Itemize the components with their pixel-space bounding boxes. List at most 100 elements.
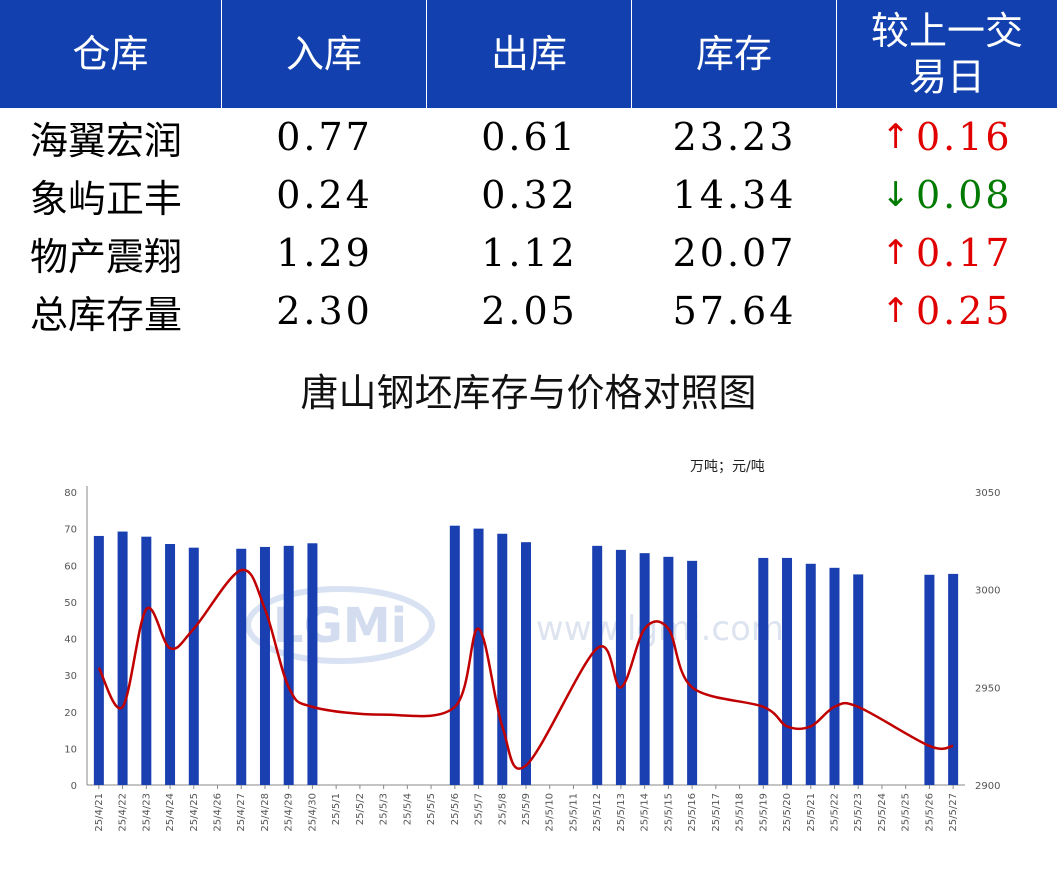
bar [829,567,840,785]
bar [924,574,935,785]
x-tick-label: 25/5/25 [901,793,912,832]
bar [805,563,816,785]
x-tick-label: 25/5/16 [687,793,698,832]
x-tick-label: 25/5/17 [711,793,722,832]
y-right-tick-label: 2900 [975,781,1000,792]
x-tick-label: 25/5/24 [877,793,888,832]
watermark-logo-text: LGMi [273,598,407,654]
change-cell: ↓ 0.08 [837,173,1057,217]
bar [449,525,460,785]
outbound-value: 2.05 [481,289,578,333]
x-tick-label: 25/4/27 [236,793,247,832]
outbound-value: 1.12 [481,231,578,275]
bar [165,544,176,785]
table-header: 仓库 入库 出库 库存 较上一交易日 [0,0,1057,108]
x-tick-label: 25/5/5 [426,793,437,825]
x-tick-label: 25/5/2 [355,793,366,825]
x-tick-label: 25/5/7 [474,793,485,825]
x-tick-label: 25/4/30 [307,793,318,832]
bar [188,547,199,785]
warehouse-name: 总库存量 [30,292,183,337]
header-inbound: 入库 [222,0,427,108]
outbound-value: 0.61 [481,115,578,159]
warehouse-name: 海翼宏润 [30,118,183,163]
header-outbound: 出库 [427,0,632,108]
table-row: 总库存量 2.30 2.05 57.64 ↑ 0.25 [0,282,1057,340]
change-cell: ↑ 0.25 [837,289,1057,333]
bar [141,536,152,785]
x-tick-label: 25/5/3 [379,793,390,825]
change-value: 0.25 [915,289,1013,333]
x-tick-label: 25/5/8 [497,793,508,825]
x-tick-label: 25/5/4 [402,793,413,825]
inbound-value: 2.30 [276,289,373,333]
x-tick-label: 25/5/6 [450,793,461,825]
bar [473,528,484,785]
y-right-tick-label: 2950 [975,683,1000,694]
bar [853,574,864,785]
x-tick-label: 25/4/25 [189,793,200,832]
header-warehouse: 仓库 [0,0,222,108]
x-tick-label: 25/5/26 [924,793,935,832]
stock-value: 20.07 [672,231,797,275]
x-tick-label: 25/5/9 [521,793,532,825]
x-tick-label: 25/4/29 [284,793,295,832]
header-change: 较上一交易日 [870,9,1023,99]
x-tick-label: 25/5/19 [758,793,769,832]
y-right-tick-label: 3000 [975,586,1000,597]
bar [948,573,959,785]
chart-title: 唐山钢坯库存与价格对照图 [300,371,757,415]
y-left-tick-label: 0 [71,781,77,792]
y-left-tick-label: 20 [64,708,77,719]
table-body: 海翼宏润 0.77 0.61 23.23 ↑ 0.16 象屿正丰 0.24 0.32 14.34 ↓… [0,108,1057,340]
bar [236,548,247,785]
bar [259,546,270,785]
inbound-value: 1.29 [276,231,373,275]
price-line [97,568,954,770]
unit-label: 万吨；元/吨 [690,459,765,475]
x-tick-label: 25/4/21 [94,793,105,832]
x-tick-label: 25/5/27 [948,793,959,832]
x-tick-label: 25/4/23 [141,793,152,832]
x-tick-label: 25/5/23 [853,793,864,832]
x-tick-label: 25/5/21 [806,793,817,832]
x-tick-label: 25/5/22 [829,793,840,832]
x-tick-label: 25/4/24 [165,793,176,832]
x-tick-label: 25/4/28 [260,793,271,832]
warehouse-name: 物产震翔 [30,234,183,279]
inbound-value: 0.77 [276,115,373,159]
x-tick-label: 25/5/11 [568,793,579,832]
change-cell: ↑ 0.16 [837,115,1057,159]
warehouse-name: 象屿正丰 [30,176,183,221]
stock-value: 14.34 [672,173,797,217]
arrow-down-icon: ↓ [881,175,910,215]
change-value: 0.08 [915,173,1013,217]
bar [687,560,698,785]
change-cell: ↑ 0.17 [837,231,1057,275]
x-tick-label: 25/5/1 [331,793,342,825]
bar [663,556,674,785]
bar [592,545,603,785]
y-left-tick-label: 80 [64,488,77,499]
table-row: 物产震翔 1.29 1.12 20.07 ↑ 0.17 [0,224,1057,282]
x-tick-label: 25/5/14 [640,793,651,832]
watermark-url: www.lgmi.com [536,609,784,649]
arrow-up-icon: ↑ [881,233,910,273]
y-left-tick-label: 30 [64,671,77,682]
y-left-tick-label: 70 [64,525,77,536]
bar [639,553,650,785]
x-tick-label: 25/4/22 [118,793,129,832]
x-tick-label: 25/5/18 [735,793,746,832]
x-tick-label: 25/5/20 [782,793,793,832]
bar [283,545,294,785]
bar [758,557,769,785]
bar [93,535,104,785]
arrow-up-icon: ↑ [881,291,910,331]
y-left-tick-label: 40 [64,635,77,646]
x-tick-label: 25/5/15 [663,793,674,832]
inventory-table: 仓库 入库 出库 库存 较上一交易日 海翼宏润 0.77 0.61 23.23 ↑ 0.1… [0,0,1057,340]
x-tick-label: 25/5/12 [592,793,603,832]
bar [307,543,318,785]
change-value: 0.17 [915,231,1013,275]
bar [521,542,531,785]
